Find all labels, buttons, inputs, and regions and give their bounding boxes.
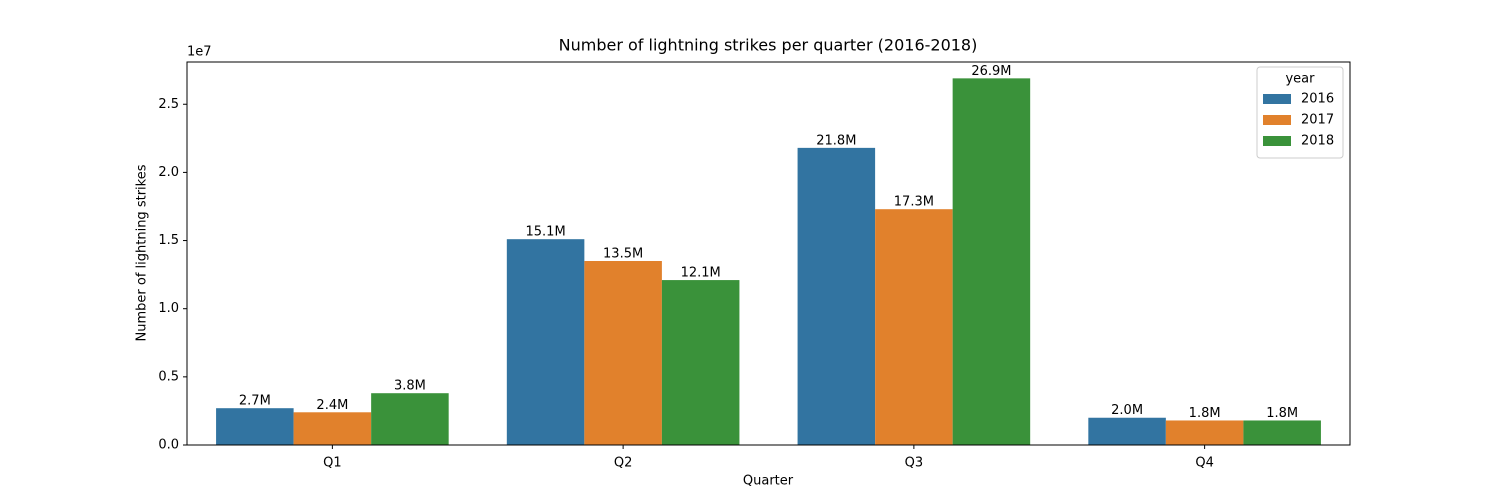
- legend-swatch: [1263, 115, 1291, 125]
- value-label: 3.8M: [394, 379, 426, 394]
- legend-swatch: [1263, 94, 1291, 104]
- bar: [584, 260, 662, 445]
- value-label: 2.7M: [239, 394, 271, 409]
- value-label: 1.8M: [1266, 406, 1298, 421]
- bar: [1165, 420, 1244, 445]
- value-label: 12.1M: [681, 266, 721, 281]
- legend-label: 2018: [1301, 134, 1334, 149]
- value-label: 17.3M: [894, 195, 934, 210]
- y-tick-label: 2.0: [158, 165, 179, 180]
- bar: [216, 408, 294, 445]
- y-tick-label: 1.5: [158, 233, 179, 248]
- x-tick-label: Q2: [614, 456, 633, 471]
- y-tick-label: 2.5: [158, 97, 179, 112]
- x-tick-label: Q3: [905, 456, 924, 471]
- y-axis-label: Number of lightning strikes: [135, 164, 150, 341]
- y-tick-label: 1.0: [158, 301, 179, 316]
- value-label: 15.1M: [526, 225, 566, 240]
- legend-label: 2017: [1301, 113, 1334, 128]
- value-label: 2.0M: [1111, 403, 1143, 418]
- legend-swatch: [1263, 136, 1291, 146]
- bar: [875, 209, 953, 445]
- bar: [293, 412, 372, 445]
- chart-title: Number of lightning strikes per quarter …: [559, 36, 978, 55]
- plot-frame: [186, 61, 1351, 446]
- bar: [1243, 420, 1321, 445]
- bar: [661, 280, 740, 445]
- value-label: 13.5M: [603, 246, 643, 261]
- y-tick-label: 0.5: [158, 369, 179, 384]
- bar: [506, 239, 585, 445]
- legend-box: [1256, 66, 1344, 159]
- value-label: 26.9M: [971, 64, 1011, 79]
- y-offset-label: 1e7: [187, 45, 212, 60]
- legend-title: year: [1285, 72, 1315, 87]
- value-label: 1.8M: [1189, 406, 1221, 421]
- bar: [797, 147, 876, 445]
- bar: [1088, 417, 1166, 445]
- y-tick-label: 0.0: [158, 438, 179, 453]
- legend-label: 2016: [1301, 92, 1334, 107]
- bar: [952, 78, 1031, 446]
- value-label: 21.8M: [816, 133, 856, 148]
- x-axis-label: Quarter: [743, 474, 794, 489]
- bar: [371, 393, 449, 445]
- x-tick-label: Q4: [1195, 456, 1214, 471]
- x-tick-label: Q1: [323, 456, 342, 471]
- value-label: 2.4M: [316, 398, 348, 413]
